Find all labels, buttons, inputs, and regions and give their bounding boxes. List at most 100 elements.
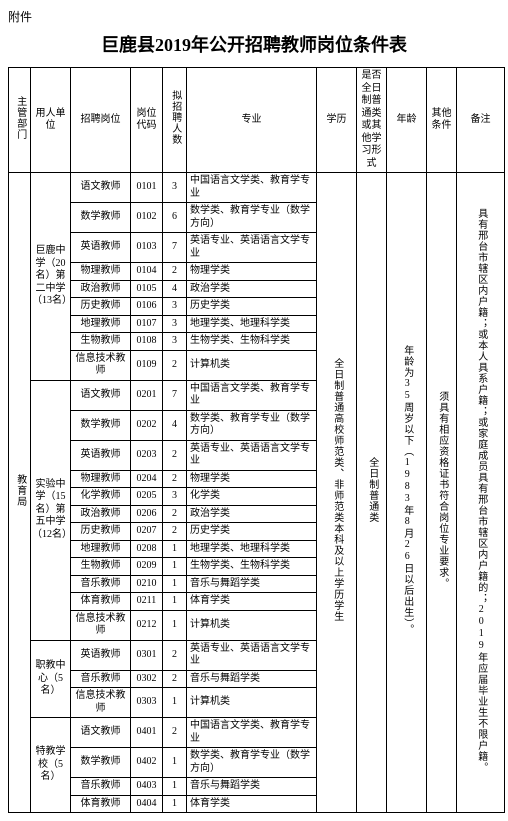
num-cell: 1 [163, 540, 187, 558]
code-cell: 0206 [131, 505, 163, 523]
code-cell: 0302 [131, 670, 163, 688]
num-cell: 3 [163, 298, 187, 316]
code-cell: 0204 [131, 470, 163, 488]
major-cell: 音乐与舞蹈学类 [187, 670, 317, 688]
code-cell: 0107 [131, 315, 163, 333]
code-cell: 0109 [131, 350, 163, 380]
post-cell: 信息技术教师 [71, 610, 131, 640]
hdr-dept: 主管部门 [9, 68, 31, 173]
major-cell: 音乐与舞蹈学类 [187, 575, 317, 593]
post-cell: 语文教师 [71, 173, 131, 203]
major-cell: 计算机类 [187, 350, 317, 380]
num-cell: 2 [163, 640, 187, 670]
num-cell: 2 [163, 670, 187, 688]
hdr-note: 备注 [457, 68, 505, 173]
code-cell: 0101 [131, 173, 163, 203]
hdr-form: 是否全日制普通类或其他学习形式 [357, 68, 387, 173]
num-cell: 7 [163, 380, 187, 410]
recruitment-table: 主管部门 用人单位 招聘岗位 岗位代码 拟招聘人数 专业 学历 是否全日制普通类… [8, 67, 505, 813]
edu-cell: 全日制普通高校师范类、非师范类本科及以上学历学生 [317, 173, 357, 813]
page-title: 巨鹿县2019年公开招聘教师岗位条件表 [8, 31, 500, 57]
hdr-unit: 用人单位 [31, 68, 71, 173]
attachment-label: 附件 [8, 8, 500, 25]
major-cell: 物理学类 [187, 263, 317, 281]
num-cell: 3 [163, 488, 187, 506]
post-cell: 音乐教师 [71, 778, 131, 796]
num-cell: 7 [163, 233, 187, 263]
hdr-other: 其他条件 [427, 68, 457, 173]
code-cell: 0103 [131, 233, 163, 263]
unit-cell: 实验中学（15名）第五中学（12名） [31, 380, 71, 640]
major-cell: 计算机类 [187, 610, 317, 640]
hdr-post: 招聘岗位 [71, 68, 131, 173]
unit-cell: 巨鹿中学（20名）第二中学（13名） [31, 173, 71, 381]
post-cell: 物理教师 [71, 263, 131, 281]
major-cell: 地理学类、地理科学类 [187, 540, 317, 558]
code-cell: 0105 [131, 280, 163, 298]
post-cell: 体育教师 [71, 593, 131, 611]
major-cell: 历史学类 [187, 298, 317, 316]
code-cell: 0401 [131, 718, 163, 748]
table-row: 教育局巨鹿中学（20名）第二中学（13名）语文教师01013中国语言文学类、教育… [9, 173, 505, 203]
major-cell: 计算机类 [187, 688, 317, 718]
code-cell: 0211 [131, 593, 163, 611]
num-cell: 2 [163, 718, 187, 748]
post-cell: 物理教师 [71, 470, 131, 488]
major-cell: 数学类、教育学专业（数学方向） [187, 203, 317, 233]
post-cell: 体育教师 [71, 795, 131, 813]
post-cell: 地理教师 [71, 315, 131, 333]
form-cell: 全日制普通类 [357, 173, 387, 813]
num-cell: 1 [163, 558, 187, 576]
post-cell: 音乐教师 [71, 670, 131, 688]
hdr-code: 岗位代码 [131, 68, 163, 173]
major-cell: 政治学类 [187, 280, 317, 298]
major-cell: 数学类、教育学专业（数学方向） [187, 748, 317, 778]
major-cell: 化学类 [187, 488, 317, 506]
num-cell: 3 [163, 315, 187, 333]
post-cell: 语文教师 [71, 718, 131, 748]
hdr-major: 专业 [187, 68, 317, 173]
code-cell: 0201 [131, 380, 163, 410]
major-cell: 数学类、教育学专业（数学方向） [187, 410, 317, 440]
note-cell: 具有邢台市辖区内户籍；或本人具系户籍；或家庭成员具有邢台市辖区内户籍的；2019… [457, 173, 505, 813]
post-cell: 数学教师 [71, 203, 131, 233]
major-cell: 政治学类 [187, 505, 317, 523]
code-cell: 0207 [131, 523, 163, 541]
post-cell: 历史教师 [71, 298, 131, 316]
major-cell: 物理学类 [187, 470, 317, 488]
other-cell: 须具有相应资格证书符合岗位专业要求。 [427, 173, 457, 813]
num-cell: 4 [163, 410, 187, 440]
header-row: 主管部门 用人单位 招聘岗位 岗位代码 拟招聘人数 专业 学历 是否全日制普通类… [9, 68, 505, 173]
num-cell: 1 [163, 778, 187, 796]
post-cell: 语文教师 [71, 380, 131, 410]
num-cell: 3 [163, 173, 187, 203]
post-cell: 化学教师 [71, 488, 131, 506]
code-cell: 0301 [131, 640, 163, 670]
post-cell: 信息技术教师 [71, 350, 131, 380]
hdr-age: 年龄 [387, 68, 427, 173]
num-cell: 1 [163, 748, 187, 778]
post-cell: 英语教师 [71, 233, 131, 263]
code-cell: 0209 [131, 558, 163, 576]
code-cell: 0205 [131, 488, 163, 506]
major-cell: 生物学类、生物科学类 [187, 558, 317, 576]
hdr-num: 拟招聘人数 [163, 68, 187, 173]
post-cell: 英语教师 [71, 640, 131, 670]
post-cell: 地理教师 [71, 540, 131, 558]
major-cell: 英语专业、英语语言文学专业 [187, 440, 317, 470]
num-cell: 1 [163, 610, 187, 640]
major-cell: 体育学类 [187, 795, 317, 813]
num-cell: 1 [163, 593, 187, 611]
code-cell: 0402 [131, 748, 163, 778]
code-cell: 0203 [131, 440, 163, 470]
code-cell: 0210 [131, 575, 163, 593]
num-cell: 2 [163, 523, 187, 541]
code-cell: 0102 [131, 203, 163, 233]
post-cell: 信息技术教师 [71, 688, 131, 718]
num-cell: 3 [163, 333, 187, 351]
major-cell: 中国语言文学类、教育学专业 [187, 380, 317, 410]
num-cell: 1 [163, 575, 187, 593]
major-cell: 英语专业、英语语言文学专业 [187, 640, 317, 670]
dept-cell: 教育局 [9, 173, 31, 813]
post-cell: 英语教师 [71, 440, 131, 470]
